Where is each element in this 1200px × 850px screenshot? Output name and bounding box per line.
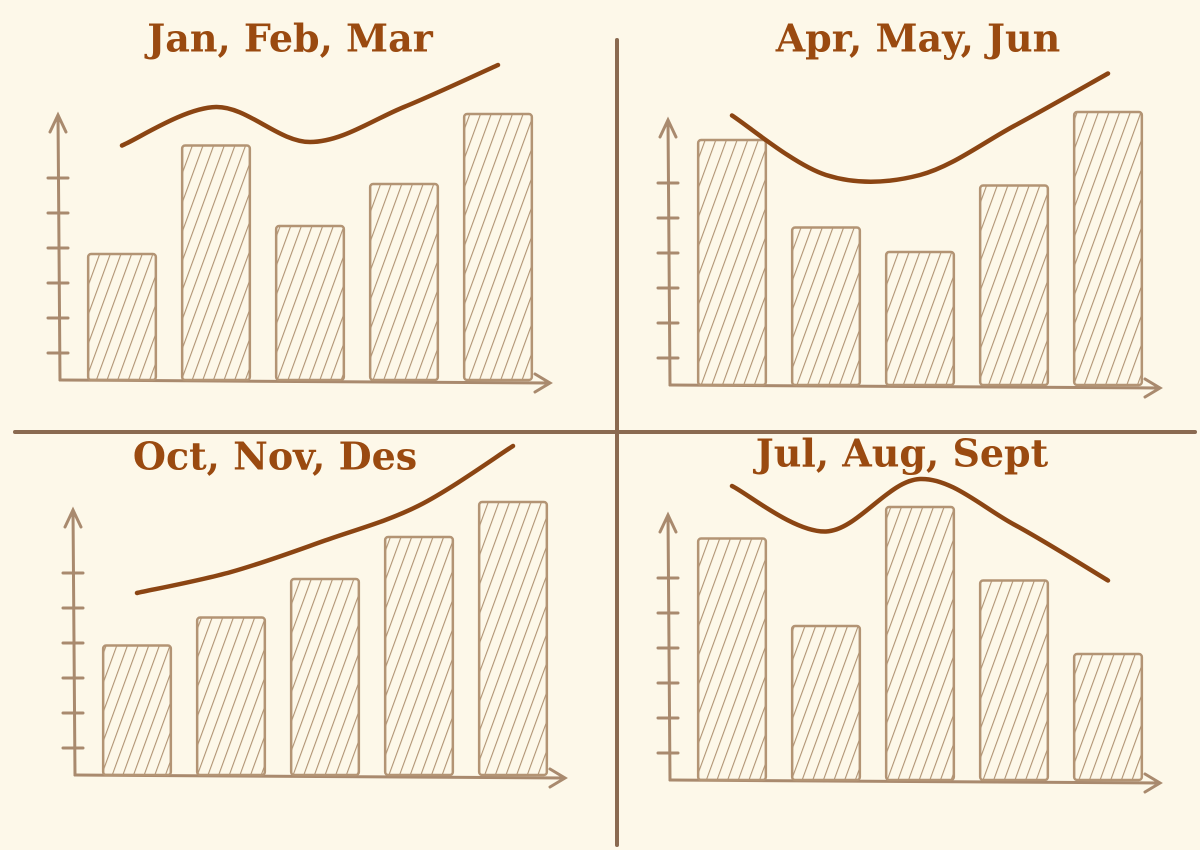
trend-line — [729, 476, 1111, 583]
bar — [790, 226, 862, 387]
chart-title: Apr, May, Jun — [775, 16, 1061, 61]
bar — [274, 224, 346, 382]
bar-hatch — [1074, 112, 1142, 385]
bar — [884, 505, 956, 782]
bar-hatch — [88, 254, 156, 380]
bar — [978, 184, 1050, 387]
bar — [978, 579, 1050, 782]
bar-hatch — [980, 185, 1048, 385]
bar — [368, 182, 440, 382]
bar-hatch — [1074, 654, 1142, 780]
trend-line — [134, 443, 516, 596]
bar-hatch — [276, 226, 344, 380]
bar-hatch — [980, 580, 1048, 780]
bar — [86, 252, 158, 382]
bar — [1072, 110, 1144, 387]
bar-hatch — [698, 538, 766, 780]
bar — [696, 537, 768, 782]
bar-hatch — [370, 184, 438, 380]
bar-hatch — [464, 114, 532, 380]
bar-hatch — [182, 145, 250, 380]
bar — [477, 500, 549, 777]
bar — [383, 535, 455, 777]
bar-hatch — [886, 252, 954, 385]
bar-hatch — [792, 227, 860, 385]
chart-title: Oct, Nov, Des — [133, 434, 417, 479]
trend-line — [729, 71, 1111, 185]
bar — [101, 644, 173, 777]
bar — [696, 138, 768, 387]
bar — [289, 577, 361, 777]
bar — [884, 250, 956, 387]
bar-hatch — [886, 507, 954, 780]
bar — [195, 616, 267, 777]
bar-hatch — [291, 579, 359, 775]
chart-title: Jan, Feb, Mar — [144, 16, 433, 61]
bar-hatch — [479, 502, 547, 775]
chart-title: Jul, Aug, Sept — [753, 431, 1049, 476]
bar — [790, 624, 862, 782]
bar — [180, 144, 252, 382]
trend-line — [119, 62, 501, 148]
bar-hatch — [698, 140, 766, 385]
bar-hatch — [792, 626, 860, 780]
bar — [1072, 652, 1144, 782]
bar-hatch — [197, 617, 265, 775]
bar-hatch — [103, 645, 171, 775]
bar — [462, 112, 534, 382]
bar-hatch — [385, 537, 453, 775]
